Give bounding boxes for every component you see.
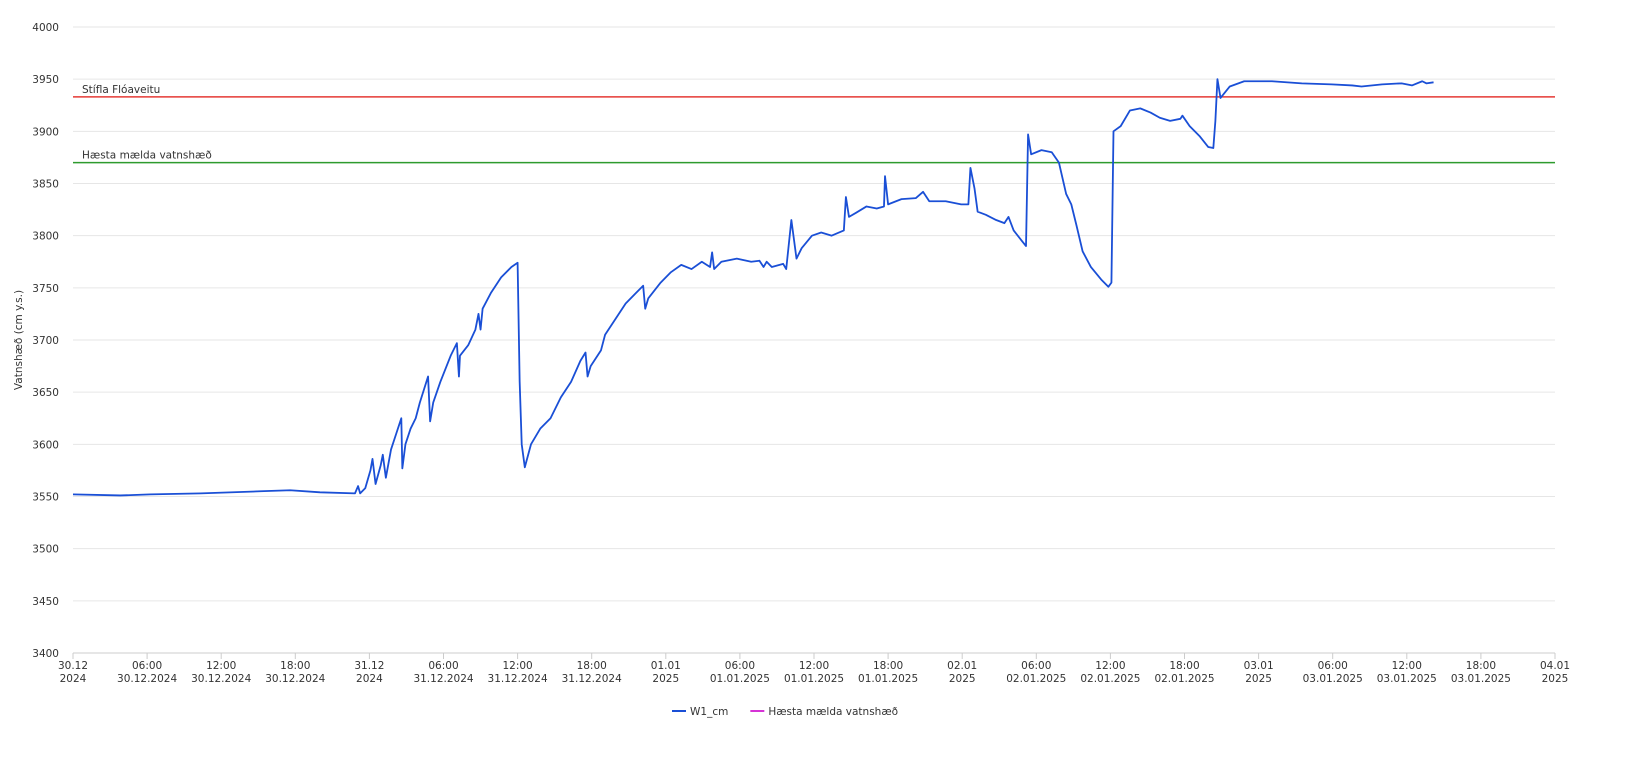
y-tick-label: 3650 — [32, 387, 59, 399]
x-tick-line: 12:00 — [1392, 660, 1422, 672]
x-tick-line: 2024 — [60, 673, 87, 685]
x-tick-line: 30.12.2024 — [191, 673, 251, 685]
x-tick-line: 30.12 — [58, 660, 88, 672]
x-tick-line: 03.01.2025 — [1377, 673, 1437, 685]
y-tick-label: 3500 — [32, 544, 59, 556]
x-tick-label: 01.01 2025 — [651, 660, 681, 685]
x-tick-label: 18:00 01.01.2025 — [858, 660, 918, 685]
x-tick-line: 31.12.2024 — [562, 673, 622, 685]
x-tick-line: 12:00 — [1095, 660, 1125, 672]
x-tick-line: 18:00 — [1169, 660, 1199, 672]
x-tick-label: 18:00 31.12.2024 — [562, 660, 622, 685]
x-tick-label: 03.01 2025 — [1244, 660, 1274, 685]
x-tick-line: 2025 — [652, 673, 679, 685]
x-tick-label: 30.12 2024 — [58, 660, 88, 685]
x-tick-label: 06:00 02.01.2025 — [1006, 660, 1066, 685]
x-tick-line: 01.01.2025 — [710, 673, 770, 685]
x-tick-line: 01.01 — [651, 660, 681, 672]
x-tick-line: 31.12.2024 — [488, 673, 548, 685]
legend-label[interactable]: W1_cm — [690, 706, 728, 718]
x-tick-label: 12:00 31.12.2024 — [488, 660, 548, 685]
x-tick-line: 06:00 — [132, 660, 162, 672]
x-tick-label: 06:00 31.12.2024 — [413, 660, 473, 685]
x-tick-label: 12:00 30.12.2024 — [191, 660, 251, 685]
y-tick-label: 3900 — [32, 126, 59, 138]
y-tick-label: 3450 — [32, 596, 59, 608]
x-tick-label: 18:00 02.01.2025 — [1154, 660, 1214, 685]
x-tick-line: 12:00 — [502, 660, 532, 672]
reference-label: Hæsta mælda vatnshæð — [82, 150, 212, 162]
x-tick-line: 01.01.2025 — [858, 673, 918, 685]
x-tick-line: 03.01.2025 — [1451, 673, 1511, 685]
x-tick-line: 30.12.2024 — [117, 673, 177, 685]
x-tick-line: 06:00 — [428, 660, 458, 672]
x-tick-line: 01.01.2025 — [784, 673, 844, 685]
y-tick-label: 3950 — [32, 74, 59, 86]
y-axis-label: Vatnshæð (cm y.s.) — [13, 290, 25, 390]
x-tick-line: 2025 — [1542, 673, 1569, 685]
x-tick-line: 18:00 — [577, 660, 607, 672]
x-tick-label: 04.01 2025 — [1540, 660, 1570, 685]
y-tick-label: 3750 — [32, 283, 59, 295]
x-tick-line: 03.01 — [1244, 660, 1274, 672]
data-line — [72, 78, 1434, 497]
x-tick-label: 06:00 30.12.2024 — [117, 660, 177, 685]
y-tick-label: 3550 — [32, 492, 59, 504]
x-tick-line: 18:00 — [1466, 660, 1496, 672]
x-tick-line: 04.01 — [1540, 660, 1570, 672]
y-tick-label: 3700 — [32, 335, 59, 347]
x-tick-label: 02.01 2025 — [947, 660, 977, 685]
x-tick-label: 18:00 03.01.2025 — [1451, 660, 1511, 685]
y-tick-label: 3850 — [32, 179, 59, 191]
x-tick-line: 02.01.2025 — [1006, 673, 1066, 685]
y-tick-label: 3800 — [32, 231, 59, 243]
x-tick-line: 12:00 — [799, 660, 829, 672]
x-tick-label: 06:00 03.01.2025 — [1303, 660, 1363, 685]
x-tick-line: 02.01.2025 — [1080, 673, 1140, 685]
x-tick-line: 31.12 — [354, 660, 384, 672]
x-tick-line: 2025 — [949, 673, 976, 685]
x-tick-line: 31.12.2024 — [413, 673, 473, 685]
x-tick-line: 12:00 — [206, 660, 236, 672]
x-tick-line: 18:00 — [873, 660, 903, 672]
x-tick-line: 03.01.2025 — [1303, 673, 1363, 685]
x-tick-line: 30.12.2024 — [265, 673, 325, 685]
x-tick-line: 06:00 — [1021, 660, 1051, 672]
x-tick-label: 06:00 01.01.2025 — [710, 660, 770, 685]
x-tick-label: 31.12 2024 — [354, 660, 384, 685]
x-tick-label: 18:00 30.12.2024 — [265, 660, 325, 685]
x-tick-label: 12:00 01.01.2025 — [784, 660, 844, 685]
x-tick-line: 18:00 — [280, 660, 310, 672]
reference-label: Stífla Flóaveitu — [82, 84, 160, 96]
y-tick-label: 3400 — [32, 648, 59, 660]
x-tick-label: 12:00 02.01.2025 — [1080, 660, 1140, 685]
x-tick-line: 2024 — [356, 673, 383, 685]
x-tick-line: 06:00 — [725, 660, 755, 672]
x-tick-line: 02.01 — [947, 660, 977, 672]
y-tick-label: 3600 — [32, 439, 59, 451]
y-tick-label: 4000 — [32, 22, 59, 34]
x-tick-line: 02.01.2025 — [1154, 673, 1214, 685]
x-tick-line: 06:00 — [1318, 660, 1348, 672]
legend-label[interactable]: Hæsta mælda vatnshæð — [768, 706, 898, 718]
x-tick-label: 12:00 03.01.2025 — [1377, 660, 1437, 685]
x-tick-line: 2025 — [1245, 673, 1272, 685]
